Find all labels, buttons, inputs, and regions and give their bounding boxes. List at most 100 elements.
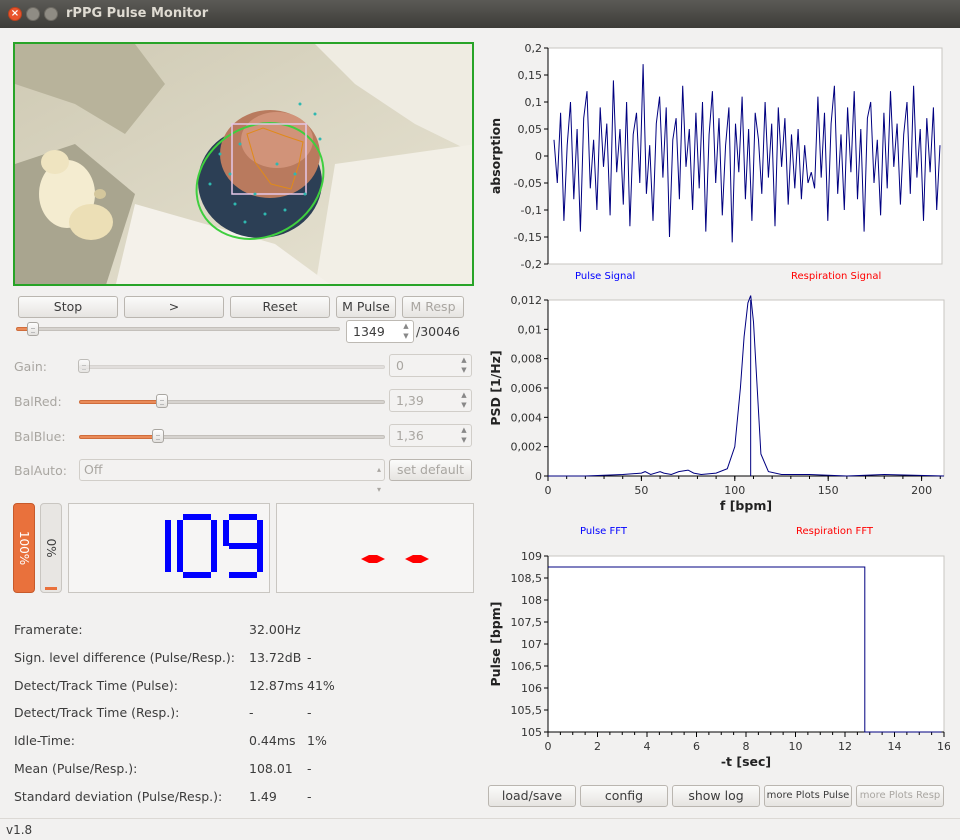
y-tick-label: 0,012 [511,294,543,307]
y-tick-label: 0,004 [511,411,543,424]
spin-arrows-icon: ▲ ▼ [461,356,467,374]
window-title: rPPG Pulse Monitor [66,6,209,21]
x-tick-label: 50 [634,484,648,497]
stat-value: 32.00Hz [249,622,301,637]
lcd-segment [405,555,429,563]
x-tick-label: 16 [937,740,950,753]
config-button[interactable]: config [580,785,668,807]
m-resp-button: M Resp [402,296,464,318]
spin-arrows-icon[interactable]: ▲ ▼ [461,391,467,409]
balblue-slider-fill [79,435,158,439]
x-tick-label: 10 [789,740,803,753]
stop-button[interactable]: Stop [18,296,118,318]
y-tick-label: -0,15 [514,231,542,244]
balred-slider-handle[interactable] [156,394,168,408]
absorption-plot: 0,2 0,15 0,1 0,05 0 -0,05 -0,1 -0,15 -0,2 absorpt… [488,42,943,282]
frame-slider-handle[interactable] [26,322,39,336]
gain-slider-track [79,365,385,369]
lcd-segment [177,546,183,572]
balred-label: BalRed: [14,394,62,409]
balauto-label: BalAuto: [14,463,67,478]
stat-label: Idle-Time: [14,733,75,749]
resp-level-fill [45,587,57,590]
lcd-segment [229,514,257,520]
x-tick-label: 200 [911,484,932,497]
video-preview[interactable] [13,42,474,286]
pulse-signal-line [553,64,941,243]
play-button[interactable]: > [124,296,224,318]
psd-plot: 0,012 0,01 0,008 0,006 0,004 0,002 0 PSD [1/Hz]… [488,294,945,537]
frame-slider-track[interactable] [34,327,340,331]
y-tick-label: 109 [521,550,542,563]
resp-display: -- [276,503,474,593]
x-axis-label: -t [sec] [721,754,771,769]
set-default-button: set default [389,459,472,481]
balred-value: 1,39 [396,393,424,408]
stat-value: 13.72dB [249,649,302,665]
pulse-display: 109 [68,503,270,593]
lcd-segment [165,546,171,572]
stat-value: - [249,705,254,721]
frame-spinbox[interactable]: 1349 ▲ ▼ [346,320,414,343]
reset-button[interactable]: Reset [230,296,330,318]
spin-arrows-icon[interactable]: ▲ ▼ [461,426,467,444]
more-plots-pulse-button[interactable]: more Plots Pulse [764,785,852,807]
pulse-fft-line [548,295,945,477]
legend-entry: Respiration FFT [796,526,874,537]
m-pulse-button[interactable]: M Pulse [336,296,396,318]
stat-value: 108.01 [249,761,293,776]
lcd-segment [183,572,211,578]
x-tick-label: 12 [838,740,852,753]
x-tick-label: 6 [693,740,700,753]
balblue-slider-track[interactable] [158,435,385,439]
legend-entry: Respiration Signal [791,271,881,282]
y-tick-label: 0 [535,150,542,163]
pulse-history-plot: 109108,5108107,5107106,5106105,5105Pulse… [488,550,950,769]
balblue-spinbox[interactable]: 1,36 ▲ ▼ [389,424,472,447]
show-log-button[interactable]: show log [672,785,760,807]
stat-label: Sign. level difference (Pulse/Resp.): [14,649,235,665]
stat-label: Detect/Track Time (Resp.): [14,705,180,721]
balblue-slider-handle[interactable] [152,429,164,443]
balred-spinbox[interactable]: 1,39 ▲ ▼ [389,389,472,412]
frame-total-label: /30046 [416,324,460,339]
window-minimize-button[interactable] [26,7,40,21]
load-save-button[interactable]: load/save [488,785,576,807]
stat-label: Framerate: [14,622,83,637]
y-tick-label: -0,1 [521,204,542,217]
y-tick-label: 0,1 [525,96,543,109]
stat-extra: - [307,788,312,804]
lcd-segment [211,520,217,546]
x-tick-label: 100 [724,484,745,497]
stat-value: 12.87ms [249,677,304,693]
window-close-button[interactable]: × [8,7,22,21]
pulse-history-line [548,566,942,733]
stat-extra: - [307,705,312,721]
plot-area [547,555,945,733]
lcd-segment [257,520,263,546]
lcd-segment [183,514,211,520]
y-tick-label: 0,15 [518,69,543,82]
balred-slider-track[interactable] [161,400,385,404]
spin-arrows-icon[interactable]: ▲ ▼ [403,322,409,340]
y-tick-label: 0,2 [525,42,543,55]
y-tick-label: -0,05 [514,177,542,190]
balred-slider-fill [79,400,161,404]
x-tick-label: 0 [545,484,552,497]
balauto-select: Off ▴ ▾ [79,459,385,494]
y-axis-label: absorption [488,118,503,194]
lcd-segment [229,543,257,549]
lcd-segment [165,520,171,546]
stat-extra: - [307,649,312,665]
x-tick-label: 8 [743,740,750,753]
window-maximize-button[interactable] [44,7,58,21]
gain-slider-handle [78,359,90,373]
y-tick-label: 0 [535,470,542,483]
x-tick-label: 14 [888,740,902,753]
gain-spinbox: 0 ▲ ▼ [389,354,472,377]
stat-extra: - [307,761,312,776]
y-tick-label: 107 [521,638,542,651]
x-tick-label: 2 [594,740,601,753]
y-tick-label: 107,5 [511,616,543,629]
lcd-segment [177,520,183,546]
